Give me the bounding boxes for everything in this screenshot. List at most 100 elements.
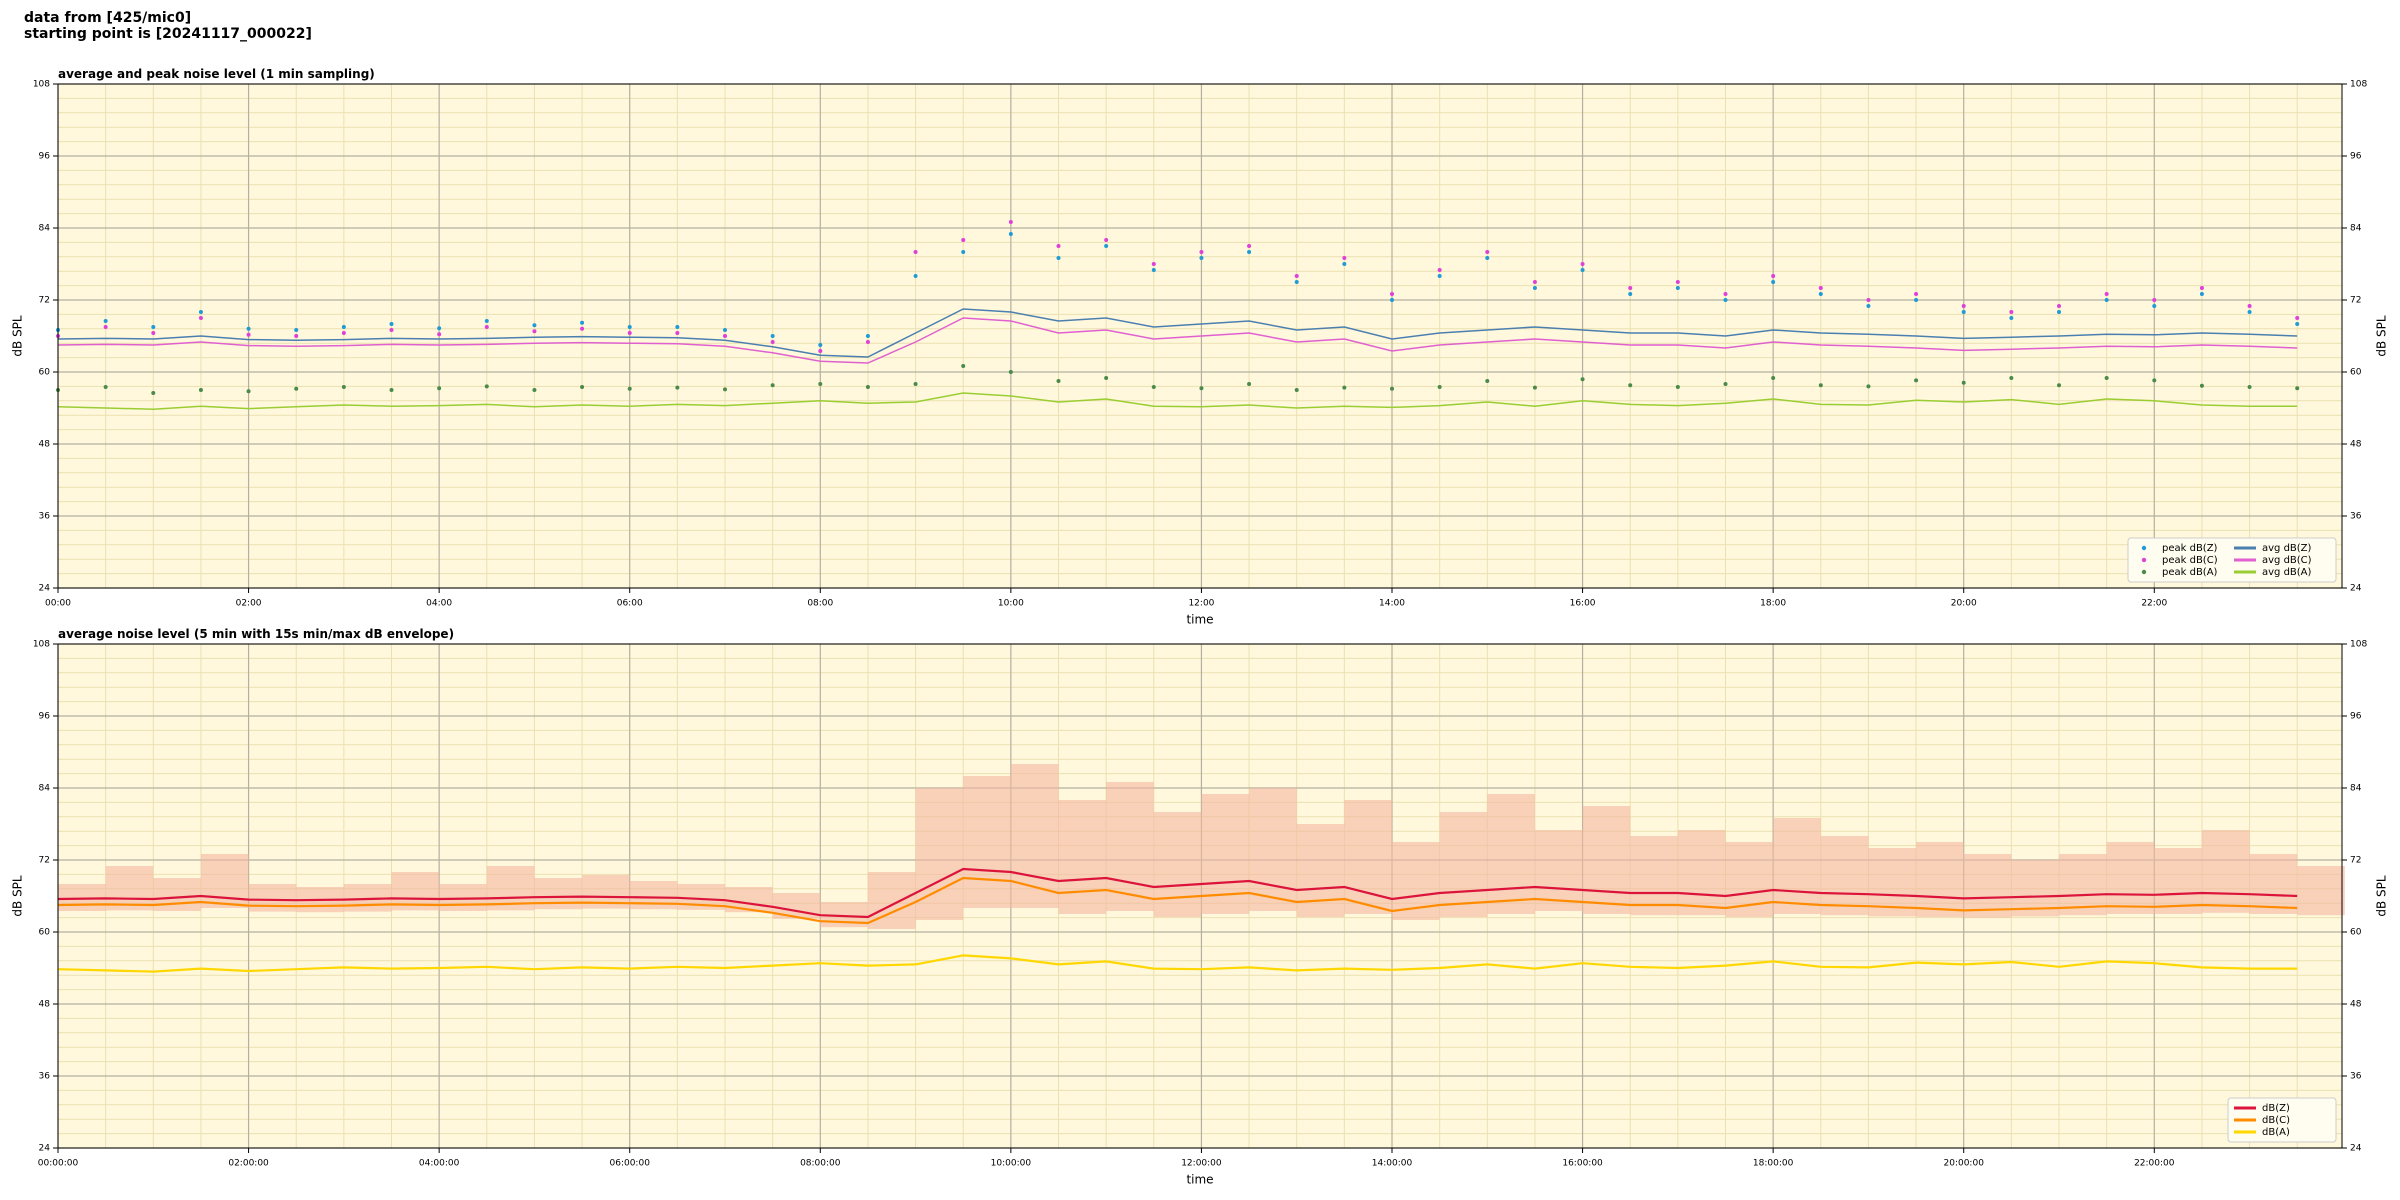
envelope-band [105, 866, 154, 911]
series-dot [1247, 382, 1252, 386]
y-tick-label: 24 [39, 584, 51, 594]
legend-label: avg dB(A) [2262, 567, 2312, 578]
series-dot [246, 332, 251, 337]
series-dot [1056, 244, 1061, 248]
y-tick-label: 84 [2350, 224, 2362, 234]
series-dot [2152, 378, 2157, 383]
y-tick-label: 36 [39, 1072, 51, 1082]
legend-label: dB(Z) [2262, 1103, 2290, 1114]
y-tick-label: 48 [39, 1000, 51, 1010]
series-dot [627, 325, 632, 329]
series-dot [770, 383, 775, 388]
series-dot [198, 316, 203, 320]
series-dot [1580, 262, 1585, 266]
x-tick-label: 00:00:00 [38, 1159, 79, 1169]
series-dot [1866, 384, 1871, 389]
series-dot [1485, 256, 1490, 260]
series-dot [1818, 286, 1823, 290]
series-dot [1914, 378, 1919, 383]
series-dot [198, 388, 203, 392]
legend-label: peak dB(C) [2162, 555, 2218, 566]
series-dot [1485, 379, 1490, 383]
series-dot [961, 364, 966, 368]
series-dot [865, 385, 870, 389]
series-dot [818, 349, 823, 353]
series-dot [1056, 379, 1061, 383]
series-dot [1104, 376, 1109, 380]
envelope-band [2059, 854, 2107, 916]
series-dot [1723, 292, 1728, 296]
series-dot [1294, 388, 1299, 392]
y-tick-label: 60 [2350, 368, 2362, 378]
x-tick-label: 04:00:00 [419, 1159, 460, 1169]
x-tick-label: 06:00 [617, 599, 643, 609]
series-dot [675, 325, 680, 329]
series-line [57, 867, 2298, 919]
series-dot [1485, 250, 1490, 254]
series-dot [1914, 298, 1919, 302]
series-dot [1151, 385, 1156, 389]
series-dot [1675, 280, 1680, 284]
series-dot [2009, 376, 2014, 380]
series-dot [1104, 244, 1109, 248]
envelope-band [2154, 848, 2202, 914]
x-tick-label: 02:00 [236, 599, 262, 609]
series-dot [246, 389, 251, 394]
series-dot [1532, 280, 1537, 284]
series-dot [1151, 262, 1156, 266]
legend-label: peak dB(Z) [2162, 543, 2218, 554]
y-axis-label: dB SPL [11, 875, 25, 917]
y-tick-label: 108 [33, 80, 50, 90]
series-dot [1056, 256, 1061, 260]
series-dot [675, 385, 680, 390]
series-dot [1675, 286, 1680, 290]
series-line [57, 392, 2298, 410]
y-tick-label: 60 [2350, 928, 2362, 938]
legend-label: avg dB(Z) [2262, 543, 2312, 554]
series-dot [1532, 286, 1537, 290]
envelope-band [915, 788, 964, 920]
y-tick-label: 72 [39, 856, 50, 866]
y-tick-label: 96 [2350, 152, 2362, 162]
envelope-band [2106, 842, 2155, 914]
y-tick-label: 84 [39, 224, 51, 234]
series-dot [2247, 304, 2252, 308]
legend-box [2127, 537, 2337, 583]
y-tick-label: 72 [39, 296, 50, 306]
x-tick-label: 16:00:00 [1562, 1159, 1603, 1169]
envelope-band [963, 776, 1011, 908]
series-dot [389, 328, 394, 332]
series-dot [1342, 385, 1347, 390]
series-dot [1008, 370, 1013, 374]
series-dot [1247, 250, 1252, 254]
x-tick-label: 22:00 [2141, 599, 2167, 609]
y-tick-label: 60 [39, 368, 51, 378]
series-dot [1961, 310, 1966, 314]
x-tick-label: 18:00:00 [1753, 1159, 1794, 1169]
series-dot [2199, 286, 2204, 290]
series-dot [294, 328, 299, 332]
plot-frame [57, 643, 2343, 1149]
series-dot [389, 388, 394, 392]
x-tick-label: 16:00 [1570, 599, 1596, 609]
envelope-band [2297, 866, 2345, 916]
series-dot [103, 319, 108, 323]
series-dot [913, 274, 918, 278]
series-dot [1675, 385, 1680, 389]
series-dot [1247, 244, 1252, 248]
series-dot [1580, 377, 1585, 382]
y-tick-label: 108 [33, 640, 50, 650]
series-dot [627, 331, 632, 335]
series-dot [437, 326, 442, 331]
y-tick-label: 24 [2350, 1144, 2362, 1154]
series-dot [151, 391, 156, 395]
legend-marker [2141, 545, 2147, 551]
series-dot [341, 331, 346, 335]
series-line [57, 317, 2298, 364]
chart-title: average and peak noise level (1 min samp… [58, 67, 375, 81]
series-dot [437, 332, 442, 337]
series-dot [1771, 376, 1776, 380]
series-dot [1723, 298, 1728, 302]
series-dot [2295, 316, 2300, 320]
series-dot [723, 387, 728, 392]
